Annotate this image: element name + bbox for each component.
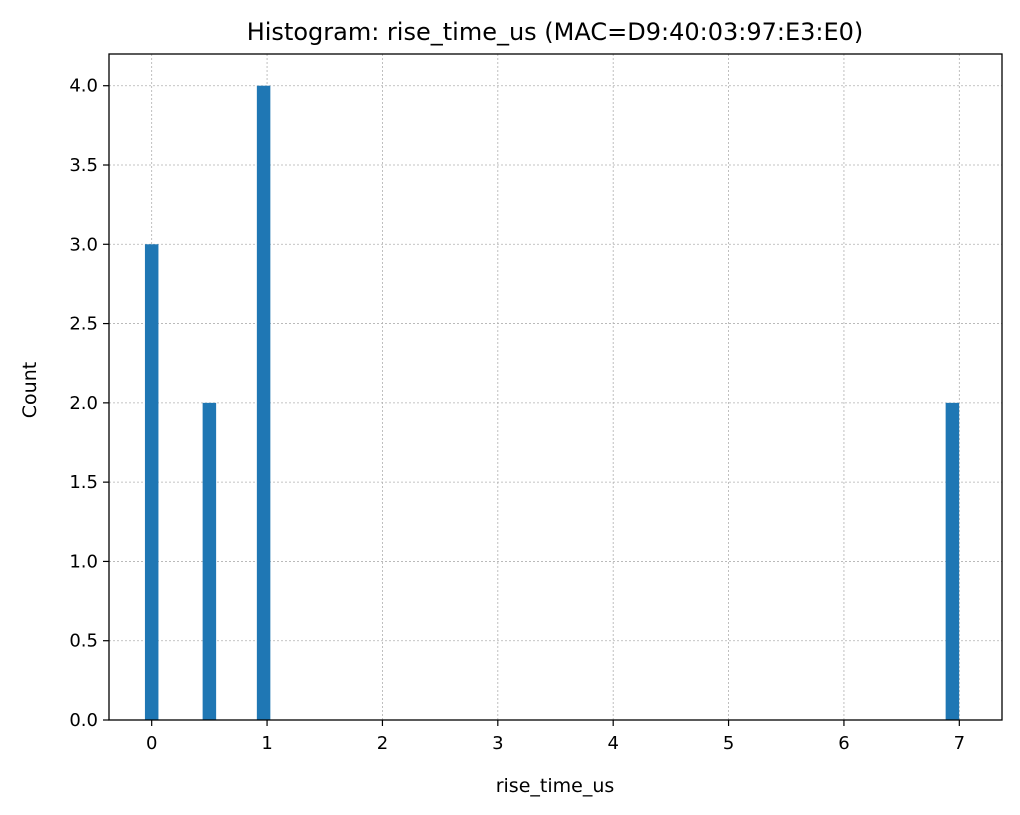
y-tick-label: 0.5 bbox=[69, 631, 98, 652]
chart-title: Histogram: rise_time_us (MAC=D9:40:03:97… bbox=[247, 18, 864, 46]
y-tick-label: 3.0 bbox=[69, 234, 98, 255]
y-tick-label: 2.5 bbox=[69, 314, 98, 335]
x-axis-ticks: 0 1 2 3 4 5 6 7 bbox=[146, 720, 965, 754]
histogram-bars bbox=[144, 85, 960, 721]
x-tick-label: 6 bbox=[838, 733, 849, 754]
y-axis-label: Count bbox=[19, 362, 41, 418]
y-tick-label: 1.5 bbox=[69, 472, 98, 493]
histogram-bar bbox=[945, 402, 960, 720]
y-tick-label: 2.0 bbox=[69, 393, 98, 414]
y-tick-label: 1.0 bbox=[69, 551, 98, 572]
histogram-bar bbox=[202, 402, 217, 720]
x-tick-label: 2 bbox=[377, 733, 388, 754]
x-tick-label: 4 bbox=[607, 733, 618, 754]
y-tick-label: 0.0 bbox=[69, 710, 98, 731]
y-tick-label: 3.5 bbox=[69, 155, 98, 176]
x-tick-label: 7 bbox=[954, 733, 965, 754]
histogram-bar bbox=[144, 244, 159, 721]
x-tick-label: 1 bbox=[261, 733, 272, 754]
plot-frame bbox=[108, 53, 1003, 721]
x-axis-label: rise_time_us bbox=[496, 775, 615, 797]
x-tick-label: 5 bbox=[723, 733, 734, 754]
histogram-bar bbox=[256, 85, 271, 720]
y-axis-ticks: 0.0 0.5 1.0 1.5 2.0 2.5 3.0 3.5 4.0 bbox=[69, 76, 109, 731]
x-tick-label: 3 bbox=[492, 733, 503, 754]
grid-lines bbox=[109, 54, 1002, 721]
x-tick-label: 0 bbox=[146, 733, 157, 754]
y-tick-label: 4.0 bbox=[69, 76, 98, 97]
